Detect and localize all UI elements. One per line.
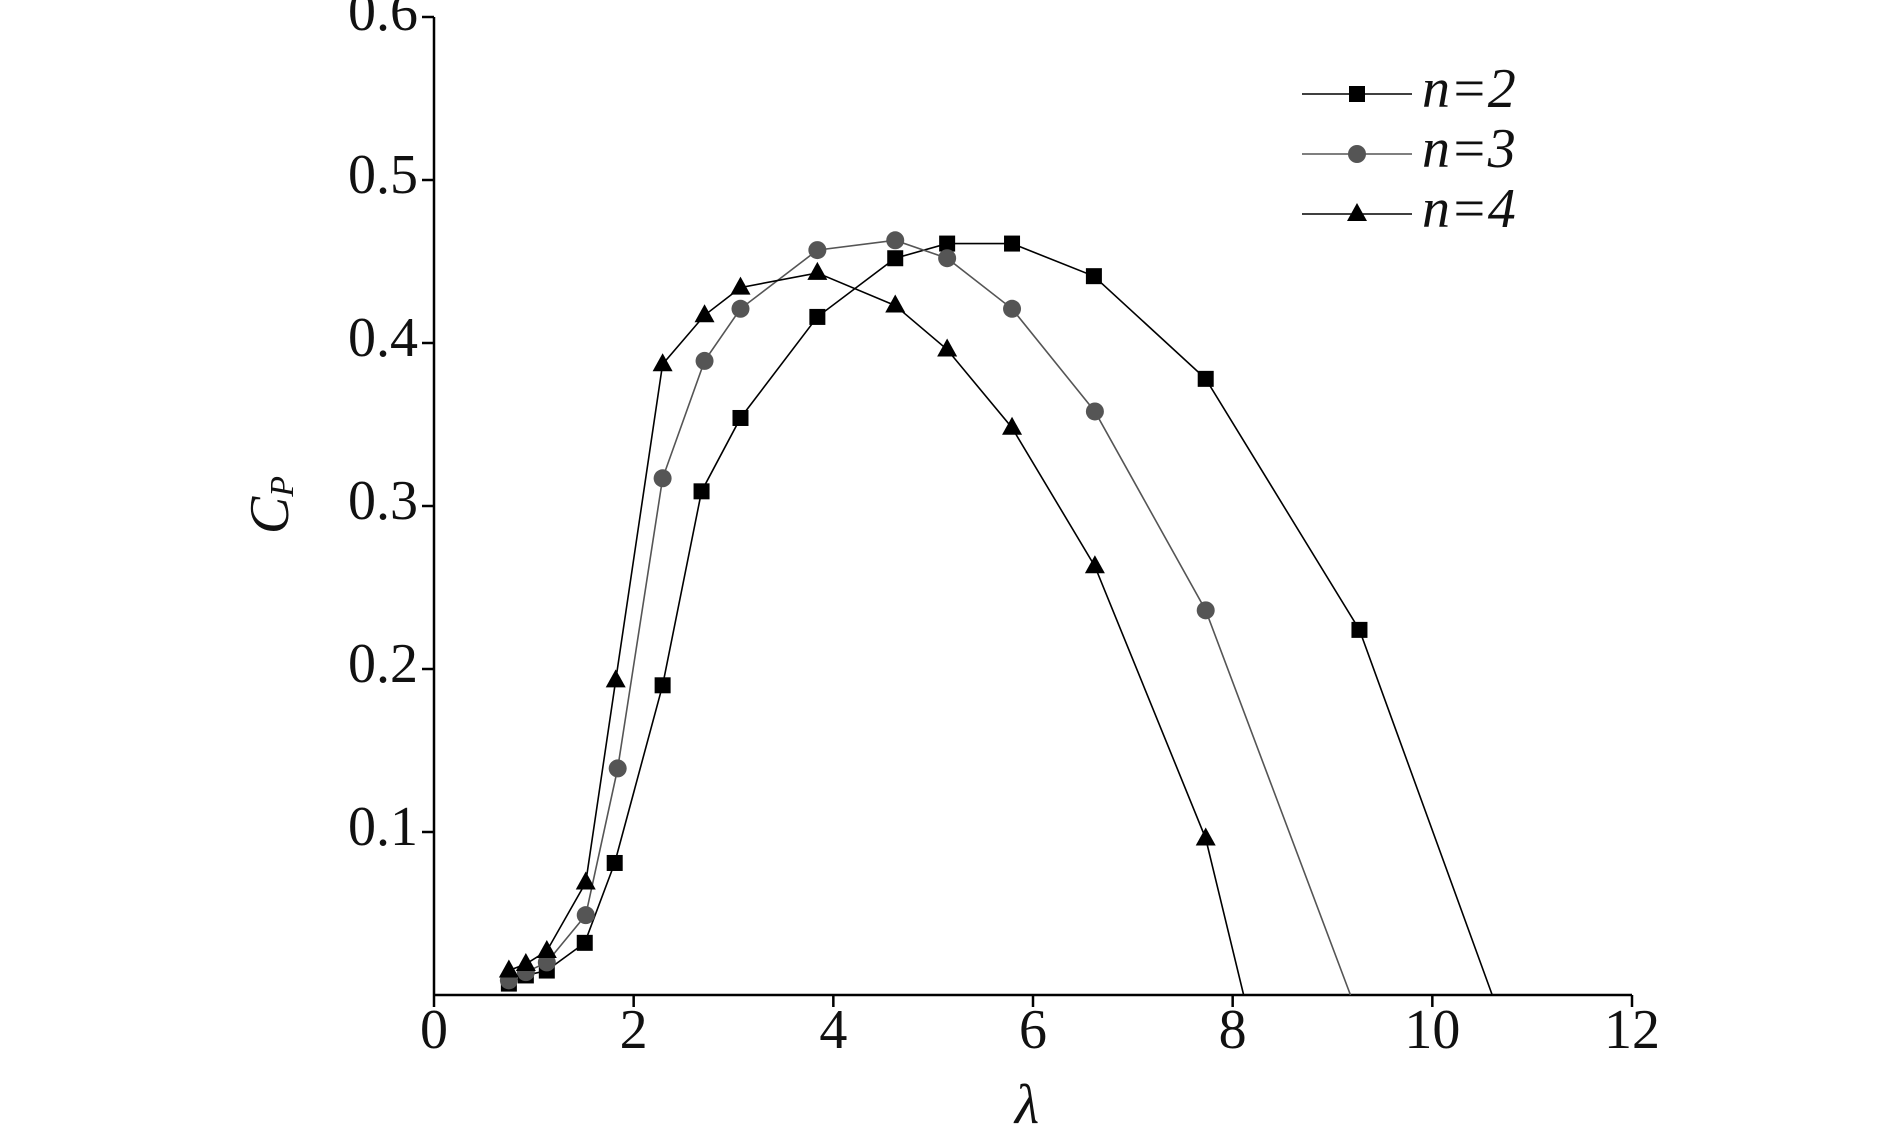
marker xyxy=(1195,827,1216,846)
marker xyxy=(885,294,906,313)
marker xyxy=(939,235,956,252)
marker xyxy=(1085,402,1104,421)
marker xyxy=(807,261,828,280)
marker xyxy=(808,241,827,260)
legend-label: n=3 xyxy=(1422,118,1516,180)
marker xyxy=(694,304,715,323)
marker xyxy=(1085,268,1102,285)
y-axis-label: CP xyxy=(239,476,301,534)
marker xyxy=(608,759,627,778)
legend-label: n=4 xyxy=(1422,178,1516,240)
marker xyxy=(498,959,519,978)
marker xyxy=(937,338,958,357)
marker xyxy=(730,276,751,295)
x-tick-label: 0 xyxy=(420,999,448,1061)
marker xyxy=(938,249,957,268)
legend-marker xyxy=(1349,86,1365,102)
y-tick-label: 0.3 xyxy=(348,470,418,532)
x-tick-label: 6 xyxy=(1019,999,1047,1061)
marker xyxy=(1002,416,1023,435)
marker xyxy=(886,231,905,250)
legend-label: n=2 xyxy=(1422,58,1516,120)
marker xyxy=(1351,621,1368,638)
legend-marker xyxy=(1348,145,1366,163)
y-tick-label: 0.5 xyxy=(348,144,418,206)
marker xyxy=(536,939,557,958)
series-line xyxy=(508,242,1493,996)
marker xyxy=(809,308,826,325)
y-tick-label: 0.4 xyxy=(348,307,418,369)
y-axis-label-main: C xyxy=(239,496,301,534)
x-tick-label: 4 xyxy=(819,999,847,1061)
marker xyxy=(576,934,593,951)
x-tick-label: 10 xyxy=(1404,999,1460,1061)
marker xyxy=(732,409,749,426)
x-tick-label: 8 xyxy=(1219,999,1247,1061)
series-line xyxy=(508,272,1245,996)
marker xyxy=(1084,555,1105,574)
marker xyxy=(1004,235,1021,252)
marker xyxy=(576,906,595,925)
marker xyxy=(1196,601,1215,620)
x-axis-label: λ xyxy=(1013,1074,1039,1131)
marker xyxy=(887,250,904,267)
series-line xyxy=(508,239,1352,996)
marker xyxy=(695,351,714,370)
y-axis-label-sub: P xyxy=(264,476,301,498)
y-tick-label: 0.2 xyxy=(348,633,418,695)
y-tick-label: 0.6 xyxy=(348,0,418,43)
y-tick-label: 0.1 xyxy=(348,796,418,858)
marker xyxy=(1003,299,1022,318)
marker xyxy=(575,871,596,890)
marker xyxy=(606,854,623,871)
marker xyxy=(515,953,536,972)
marker xyxy=(731,299,750,318)
marker xyxy=(605,669,626,688)
marker xyxy=(693,483,710,500)
x-tick-label: 2 xyxy=(620,999,648,1061)
x-tick-label: 12 xyxy=(1604,999,1660,1061)
marker xyxy=(652,353,673,372)
marker xyxy=(654,677,671,694)
marker xyxy=(1197,370,1214,387)
legend-marker xyxy=(1347,203,1367,221)
marker xyxy=(653,469,672,488)
